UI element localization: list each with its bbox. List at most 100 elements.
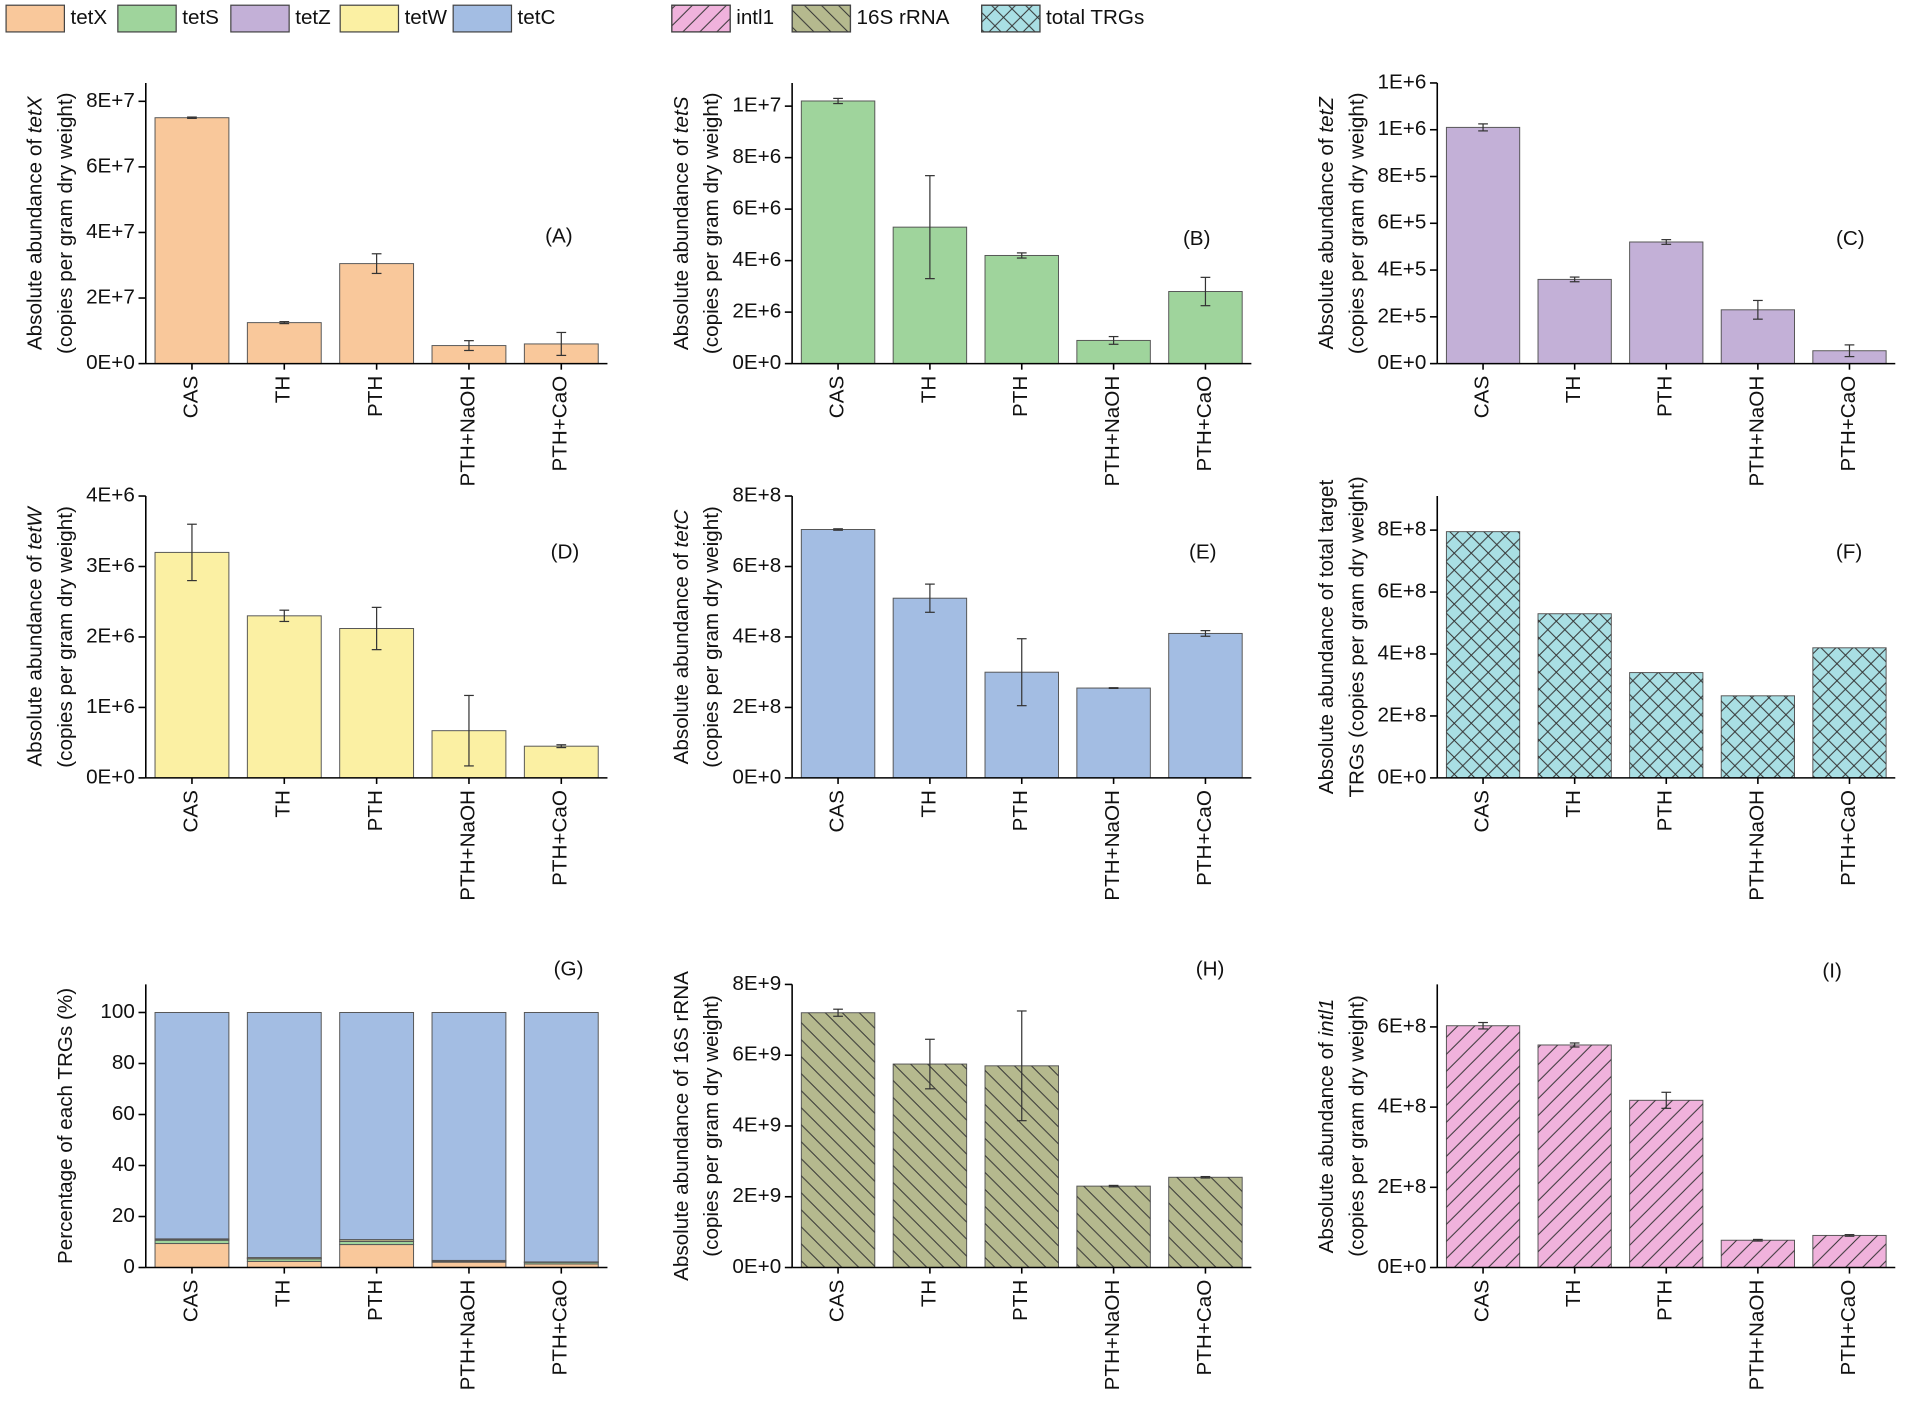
y-tick-label: 8E+5 xyxy=(1378,164,1427,187)
bar-hatch xyxy=(1538,1044,1612,1268)
y-axis-label: Absolute abundance of total target xyxy=(1315,479,1338,794)
panel-label: (I) xyxy=(1822,960,1841,983)
y-axis-label: (copies per gram dry weight) xyxy=(1346,995,1369,1257)
bar-hatch xyxy=(1721,695,1795,778)
panel: 0E+0 2E+8 4E+8 6E+8 8E+8 CAS TH PTH PTH+NaOH PTH+… xyxy=(670,483,1252,901)
y-tick-label: 8E+7 xyxy=(86,89,135,112)
bar xyxy=(1445,126,1521,365)
x-tick-label: PTH+NaOH xyxy=(1745,376,1768,487)
y-tick-label: 0E+0 xyxy=(732,765,781,788)
y-tick-label: 2E+7 xyxy=(86,285,135,308)
y-tick-label: 0 xyxy=(123,1255,134,1278)
x-tick-label: PTH xyxy=(1009,790,1032,831)
legend-swatch xyxy=(452,4,513,33)
bar-hatch xyxy=(1721,1240,1795,1268)
x-tick-label: CAS xyxy=(1471,790,1494,832)
y-tick-label: 0E+0 xyxy=(86,765,135,788)
bar xyxy=(154,1011,230,1240)
y-axis-label: Absolute abundance of tetW xyxy=(24,505,47,767)
y-tick-label: 4E+6 xyxy=(86,483,135,506)
x-tick-label: PTH+CaO xyxy=(549,376,572,472)
y-axis-label-part: Absolute abundance of total target xyxy=(1315,479,1338,794)
x-tick-label: PTH xyxy=(364,790,387,831)
y-tick-label: 1E+6 xyxy=(86,695,135,718)
x-tick-label: TH xyxy=(1562,790,1585,818)
y-tick-label: 2E+8 xyxy=(732,695,781,718)
x-tick-label: TH xyxy=(1562,376,1585,404)
x-tick-label: PTH xyxy=(364,1280,387,1321)
y-axis-label-part: tetZ xyxy=(1315,96,1338,133)
y-tick-label: 8E+8 xyxy=(732,483,781,506)
x-tick-label: PTH+NaOH xyxy=(456,1280,479,1391)
y-axis-label: TRGs (copies per gram dry weight) xyxy=(1346,476,1369,797)
bar-hatch xyxy=(1629,1100,1703,1268)
bar xyxy=(431,1261,507,1268)
x-tick-label: PTH+NaOH xyxy=(1101,790,1124,901)
x-tick-label: CAS xyxy=(1471,376,1494,418)
x-tick-label: CAS xyxy=(179,376,202,418)
y-tick-label: 6E+7 xyxy=(86,154,135,177)
y-tick-label: 0E+0 xyxy=(1378,351,1427,374)
y-tick-label: 2E+9 xyxy=(732,1184,781,1207)
legend-swatch xyxy=(117,4,177,33)
bar xyxy=(1629,241,1704,365)
bar xyxy=(892,597,968,779)
bar xyxy=(1537,278,1612,365)
x-tick-label: PTH+CaO xyxy=(1193,376,1216,472)
y-tick-label: 6E+9 xyxy=(732,1043,781,1066)
y-axis-label-part: (copies per gram dry weight) xyxy=(54,506,77,768)
bar-hatch xyxy=(1168,1177,1243,1268)
y-tick-label: 8E+6 xyxy=(732,145,781,168)
panel: 0E+0 2E+8 4E+8 6E+8 CAS TH PTH PTH+NaOH PTH+CaO A… xyxy=(1315,960,1896,1390)
legend: tetX tetS tetZ tetW tetC xyxy=(5,4,556,33)
bar xyxy=(246,615,322,779)
bar-hatch xyxy=(801,1012,875,1268)
y-tick-label: 60 xyxy=(112,1102,135,1125)
y-tick-label: 4E+9 xyxy=(732,1113,781,1136)
x-tick-label: PTH xyxy=(1654,1280,1677,1321)
bar xyxy=(339,1011,415,1241)
y-axis-label: Absolute abundance of 16S rRNA xyxy=(670,971,693,1281)
y-axis-label-part: (copies per gram dry weight) xyxy=(701,93,724,355)
x-tick-label: PTH+NaOH xyxy=(1101,376,1124,487)
x-tick-label: PTH xyxy=(1009,1280,1032,1321)
panel: 0E+0 2E+9 4E+9 6E+9 8E+9 CAS TH PTH PTH+NaOH PTH+… xyxy=(670,957,1252,1391)
bar-hatch xyxy=(1446,531,1520,778)
y-axis-label-part: Absolute abundance of xyxy=(24,133,47,350)
legend-label: tetS xyxy=(182,6,219,29)
y-tick-label: 0E+0 xyxy=(732,1255,781,1278)
legend-swatch xyxy=(5,4,65,33)
bar-hatch xyxy=(1076,1186,1151,1268)
x-tick-label: PTH xyxy=(1654,790,1677,831)
legend-swatch-pattern xyxy=(791,4,852,33)
x-tick-label: PTH+CaO xyxy=(1193,790,1216,886)
y-tick-label: 8E+8 xyxy=(1378,518,1427,541)
legend: intl1 16S rRNA total TRGs xyxy=(671,4,1144,33)
x-tick-label: CAS xyxy=(179,1280,202,1322)
panel-label: (G) xyxy=(554,957,584,980)
bar xyxy=(154,117,230,365)
bar xyxy=(246,1260,322,1268)
x-tick-label: TH xyxy=(1562,1280,1585,1308)
y-tick-label: 2E+6 xyxy=(86,624,135,647)
y-tick-label: 1E+7 xyxy=(732,94,781,117)
y-tick-label: 0E+0 xyxy=(1378,1255,1427,1278)
panel-label: (H) xyxy=(1196,957,1225,980)
y-tick-label: 4E+8 xyxy=(1378,641,1427,664)
bar xyxy=(800,100,876,365)
panel: 0 20 40 60 80 100 CAS TH PTH PTH+NaOH PTH+CaO Perce… xyxy=(54,957,608,1391)
bar xyxy=(800,529,876,779)
bar xyxy=(154,1243,230,1268)
y-tick-label: 2E+5 xyxy=(1378,304,1427,327)
x-tick-label: PTH+NaOH xyxy=(1101,1280,1124,1391)
y-tick-label: 6E+6 xyxy=(732,197,781,220)
x-tick-label: PTH+CaO xyxy=(1837,376,1860,472)
y-tick-label: 3E+6 xyxy=(86,554,135,577)
y-axis-label-part: Absolute abundance of xyxy=(1315,133,1338,350)
y-axis-label-part: Absolute abundance of xyxy=(1315,1036,1338,1253)
y-axis-label-part: tetW xyxy=(24,505,47,550)
panel-label: (A) xyxy=(545,225,573,248)
bar xyxy=(523,745,599,779)
bar-hatch xyxy=(1812,647,1887,778)
